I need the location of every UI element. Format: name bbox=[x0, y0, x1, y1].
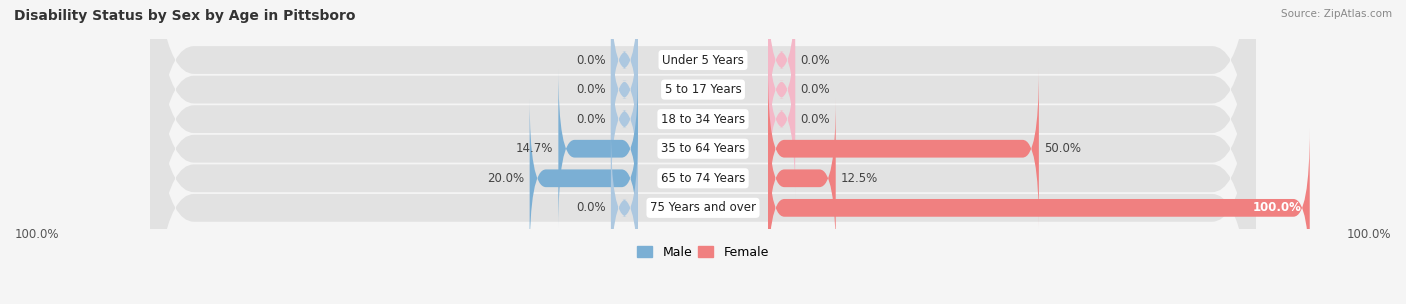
FancyBboxPatch shape bbox=[150, 0, 1256, 304]
FancyBboxPatch shape bbox=[610, 128, 638, 288]
Text: 0.0%: 0.0% bbox=[576, 201, 606, 214]
Text: 0.0%: 0.0% bbox=[800, 54, 830, 67]
Text: 0.0%: 0.0% bbox=[576, 83, 606, 96]
Text: Under 5 Years: Under 5 Years bbox=[662, 54, 744, 67]
FancyBboxPatch shape bbox=[150, 0, 1256, 304]
FancyBboxPatch shape bbox=[610, 39, 638, 199]
FancyBboxPatch shape bbox=[768, 98, 835, 258]
FancyBboxPatch shape bbox=[768, 0, 796, 140]
FancyBboxPatch shape bbox=[150, 0, 1256, 283]
Text: 100.0%: 100.0% bbox=[1347, 228, 1391, 241]
FancyBboxPatch shape bbox=[150, 0, 1256, 304]
Text: 35 to 64 Years: 35 to 64 Years bbox=[661, 142, 745, 155]
Text: 50.0%: 50.0% bbox=[1045, 142, 1081, 155]
FancyBboxPatch shape bbox=[530, 98, 638, 258]
FancyBboxPatch shape bbox=[558, 69, 638, 229]
FancyBboxPatch shape bbox=[150, 0, 1256, 304]
FancyBboxPatch shape bbox=[610, 0, 638, 140]
Text: 12.5%: 12.5% bbox=[841, 172, 879, 185]
FancyBboxPatch shape bbox=[768, 69, 1039, 229]
Text: 0.0%: 0.0% bbox=[800, 113, 830, 126]
FancyBboxPatch shape bbox=[150, 0, 1256, 304]
Legend: Male, Female: Male, Female bbox=[633, 241, 773, 264]
FancyBboxPatch shape bbox=[610, 10, 638, 169]
Text: 0.0%: 0.0% bbox=[800, 83, 830, 96]
Text: 20.0%: 20.0% bbox=[486, 172, 524, 185]
Text: 5 to 17 Years: 5 to 17 Years bbox=[665, 83, 741, 96]
Text: 100.0%: 100.0% bbox=[15, 228, 59, 241]
Text: 100.0%: 100.0% bbox=[1253, 201, 1302, 214]
Text: 0.0%: 0.0% bbox=[576, 54, 606, 67]
Text: Disability Status by Sex by Age in Pittsboro: Disability Status by Sex by Age in Pitts… bbox=[14, 9, 356, 23]
Text: Source: ZipAtlas.com: Source: ZipAtlas.com bbox=[1281, 9, 1392, 19]
FancyBboxPatch shape bbox=[768, 10, 796, 169]
FancyBboxPatch shape bbox=[768, 128, 1310, 288]
Text: 18 to 34 Years: 18 to 34 Years bbox=[661, 113, 745, 126]
Text: 75 Years and over: 75 Years and over bbox=[650, 201, 756, 214]
Text: 14.7%: 14.7% bbox=[516, 142, 553, 155]
FancyBboxPatch shape bbox=[768, 39, 796, 199]
Text: 0.0%: 0.0% bbox=[576, 113, 606, 126]
Text: 65 to 74 Years: 65 to 74 Years bbox=[661, 172, 745, 185]
